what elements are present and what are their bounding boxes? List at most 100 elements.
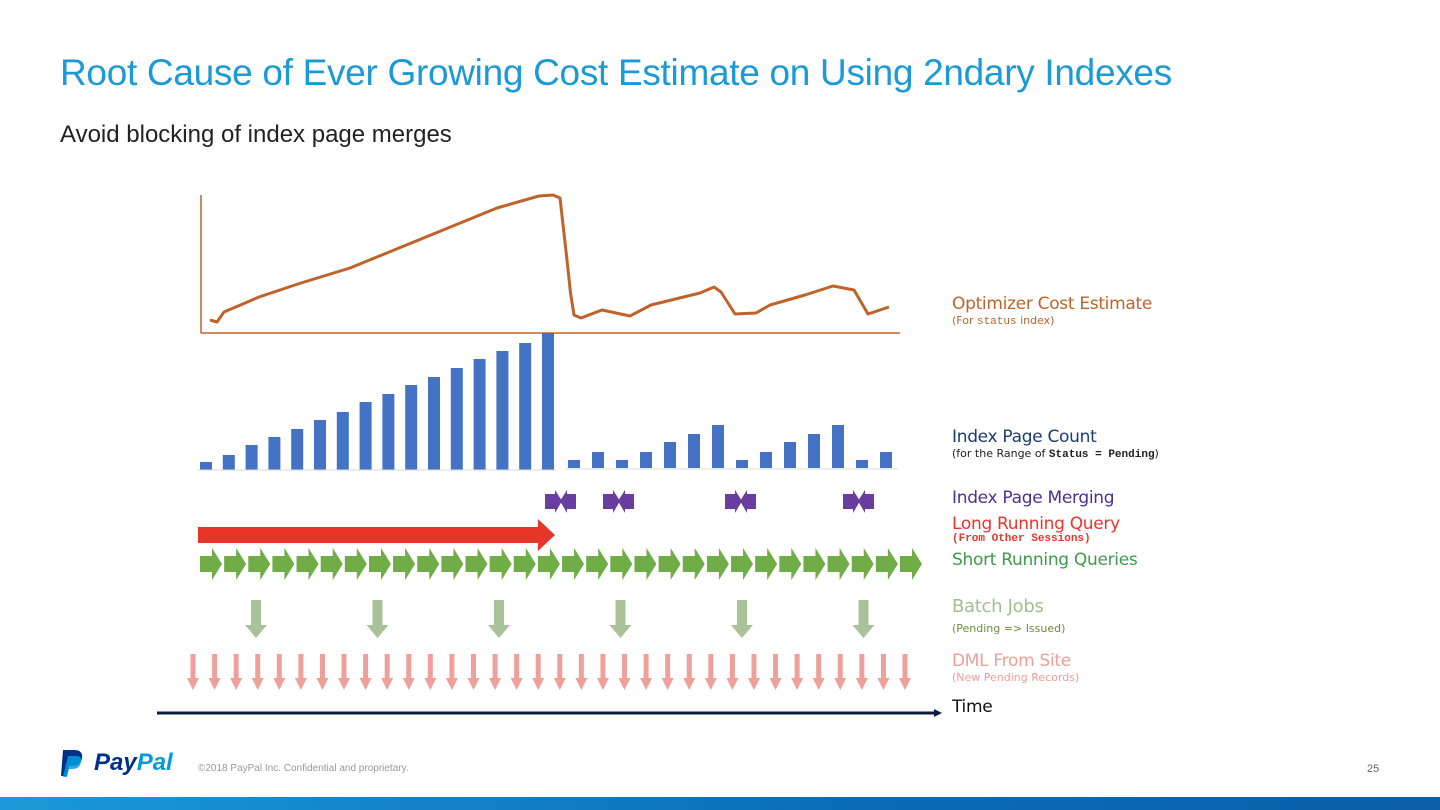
short-query-arrow-icon — [779, 548, 802, 580]
short-query-arrow-icon — [296, 548, 319, 580]
short-query-arrow-icon — [586, 548, 609, 580]
legend-merging: Index Page Merging — [952, 488, 1115, 508]
dml-arrow-icon — [596, 654, 609, 690]
legend-dml-label: DML From Site — [952, 651, 1071, 671]
time-axis-arrow — [157, 709, 942, 717]
dml-arrow-icon — [855, 654, 868, 690]
short-query-arrow-icon — [393, 548, 416, 580]
legend-time-label: Time — [952, 697, 993, 717]
index-page-bar — [664, 442, 676, 468]
dml-arrow-icon — [489, 654, 502, 690]
batch-job-arrow-icon — [731, 600, 753, 638]
legend-long-label: Long Running Query — [952, 514, 1120, 534]
cost-estimate-line — [209, 193, 890, 324]
legend-pages-code: Status = Pending — [1048, 449, 1155, 461]
short-query-arrow-icon — [465, 548, 488, 580]
dml-arrows — [187, 654, 911, 690]
short-query-arrow-icon — [827, 548, 850, 580]
batch-job-arrow-icon — [245, 600, 267, 638]
short-query-arrow-icon — [537, 548, 560, 580]
index-page-bar — [856, 460, 868, 468]
legend-pages-sub: (for the Range of — [952, 447, 1049, 460]
legend-batch-label: Batch Jobs — [952, 596, 1044, 617]
legend-long-query: Long Running Query (From Other Sessions) — [952, 514, 1120, 545]
legend-pages-label: Index Page Count — [952, 427, 1097, 447]
legend-time: Time — [952, 697, 993, 717]
index-page-bar — [450, 368, 463, 470]
dml-arrow-icon — [747, 654, 760, 690]
short-query-arrow-icon — [200, 548, 222, 580]
merge-arrow-right-icon — [545, 490, 562, 513]
dml-arrow-icon — [704, 654, 717, 690]
legend-pages: Index Page Count (for the Range of Statu… — [952, 427, 1159, 461]
merge-arrow-right-icon — [843, 490, 860, 513]
short-query-arrow-icon — [610, 548, 633, 580]
short-query-arrow-icon — [248, 548, 271, 580]
legend-batch: Batch Jobs (Pending => Issued) — [952, 596, 1065, 635]
legend-dml: DML From Site (New Pending Records) — [952, 651, 1079, 684]
dml-arrow-icon — [208, 654, 221, 690]
batch-job-arrow-icon — [852, 600, 875, 638]
short-query-arrow-icon — [851, 548, 874, 580]
batch-job-arrow-icon — [488, 600, 510, 638]
index-page-bar — [428, 377, 440, 470]
index-page-bar — [473, 359, 486, 470]
short-query-arrow-icon — [513, 548, 536, 580]
batch-job-arrows — [245, 600, 875, 638]
merge-arrow-left-icon — [560, 490, 576, 513]
merge-arrow-left-icon — [740, 490, 756, 513]
short-query-arrow-icon — [368, 548, 391, 580]
paypal-p-icon — [61, 750, 83, 777]
index-page-bar — [336, 412, 349, 470]
batch-job-arrow-icon — [609, 600, 632, 638]
cost-axes — [200, 195, 900, 334]
legend-long-sub: (From Other Sessions) — [952, 533, 1091, 545]
legend-merging-label: Index Page Merging — [952, 488, 1115, 508]
index-page-bar — [359, 402, 372, 470]
copyright-text: ©2018 PayPal Inc. Confidential and propr… — [198, 763, 409, 774]
dml-arrow-icon — [899, 654, 911, 690]
dml-arrow-icon — [359, 654, 372, 690]
short-query-arrow-icon — [875, 548, 898, 580]
dml-arrow-icon — [338, 654, 351, 690]
index-page-bar — [245, 445, 258, 470]
short-query-arrows — [200, 548, 922, 580]
short-query-arrow-icon — [272, 548, 295, 580]
legend-batch-sub: (Pending => Issued) — [952, 622, 1066, 635]
index-page-bar — [405, 385, 418, 470]
dml-arrow-icon — [575, 654, 588, 690]
index-page-bar — [784, 442, 796, 468]
merge-arrow-left-icon — [858, 490, 874, 513]
dml-arrow-icon — [769, 654, 782, 690]
short-query-arrow-icon — [658, 548, 681, 580]
short-query-arrow-icon — [803, 548, 826, 580]
index-page-bar — [542, 333, 554, 470]
index-page-bar — [640, 452, 652, 468]
legend-short-label: Short Running Queries — [952, 550, 1138, 570]
index-page-bars — [200, 333, 892, 470]
long-running-query-arrow — [198, 519, 555, 551]
legend-pages-sub-end: ) — [1154, 447, 1159, 460]
page-title: Root Cause of Ever Growing Cost Estimate… — [60, 52, 1172, 93]
dml-arrow-icon — [230, 654, 243, 690]
short-query-arrow-icon — [731, 548, 754, 580]
short-query-arrow-icon — [489, 548, 512, 580]
paypal-logo: PayPal — [60, 748, 173, 778]
index-page-bar — [616, 460, 628, 468]
index-page-bar — [382, 394, 395, 470]
index-page-bar — [519, 343, 532, 470]
dml-arrow-icon — [316, 654, 329, 690]
short-query-arrow-icon — [417, 548, 440, 580]
page-subtitle: Avoid blocking of index page merges — [60, 121, 452, 148]
index-page-bar — [880, 452, 892, 468]
dml-arrow-icon — [726, 654, 739, 690]
batch-job-arrow-icon — [366, 600, 389, 638]
dml-arrow-icon — [187, 654, 199, 690]
dml-arrow-icon — [294, 654, 307, 690]
short-query-arrow-icon — [344, 548, 367, 580]
index-page-bar — [568, 460, 580, 468]
legend-short: Short Running Queries — [952, 550, 1138, 570]
dml-arrow-icon — [834, 654, 847, 690]
index-page-bar — [291, 429, 304, 470]
merge-arrow-right-icon — [725, 490, 742, 513]
